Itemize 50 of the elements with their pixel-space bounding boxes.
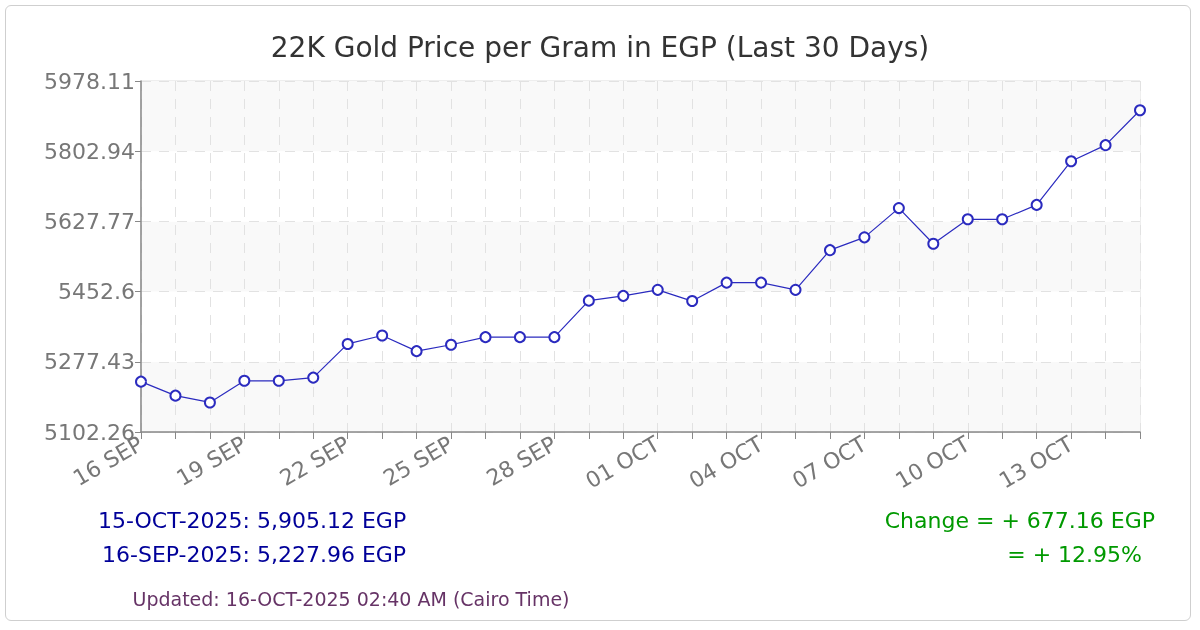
point xyxy=(479,331,492,344)
point xyxy=(686,295,699,308)
point xyxy=(203,396,216,409)
point xyxy=(858,231,871,244)
text: Change = + 677.16 EGP xyxy=(884,508,1155,534)
point xyxy=(617,289,630,302)
x-tick-label: 10 OCT xyxy=(891,430,975,494)
point xyxy=(961,213,974,226)
point xyxy=(823,244,836,257)
point xyxy=(135,375,147,388)
point xyxy=(1134,104,1146,117)
text: 15-OCT-2025: 5,905.12 EGP xyxy=(98,508,407,534)
x-tick-label: 07 OCT xyxy=(787,430,872,494)
y-tick-label: 5277.43 xyxy=(44,349,135,375)
x-tick-label: 25 SEP xyxy=(378,431,458,491)
x-tick-label: 13 OCT xyxy=(994,430,1078,494)
text: = + 12.95% xyxy=(1007,542,1142,568)
point xyxy=(341,337,354,350)
point xyxy=(582,294,595,307)
text: 16-SEP-2025: 5,227.96 EGP xyxy=(102,542,407,568)
x-tick-label: 28 SEP xyxy=(482,431,561,491)
point xyxy=(892,202,905,215)
y-tick-label: 5978.11 xyxy=(44,68,135,94)
point xyxy=(996,213,1009,226)
x-tick-label: 01 OCT xyxy=(581,430,665,494)
x-tick-label: 04 OCT xyxy=(684,430,768,494)
point xyxy=(307,371,320,384)
point xyxy=(410,345,423,358)
point xyxy=(720,276,733,289)
point xyxy=(1065,155,1078,168)
point xyxy=(755,276,768,289)
point xyxy=(513,331,526,344)
point xyxy=(927,237,940,250)
chart-title: 22K Gold Price per Gram in EGP (Last 30 Days) xyxy=(270,30,930,64)
point xyxy=(272,374,285,387)
y-tick-label: 5452.6 xyxy=(58,279,135,305)
y-tick-label: 5627.77 xyxy=(44,208,135,234)
text: Updated: 16-OCT-2025 02:40 AM (Cairo Time) xyxy=(132,587,570,612)
point xyxy=(789,283,802,296)
x-tick-label: 19 SEP xyxy=(172,431,251,491)
x-tick-label: 22 SEP xyxy=(275,431,354,491)
point xyxy=(1099,139,1112,152)
y-tick-label: 5802.94 xyxy=(44,138,135,164)
point xyxy=(169,389,182,402)
point xyxy=(376,329,389,342)
point xyxy=(651,283,664,296)
point xyxy=(238,374,251,387)
point xyxy=(548,331,561,344)
point xyxy=(445,338,458,351)
point xyxy=(1030,198,1043,211)
